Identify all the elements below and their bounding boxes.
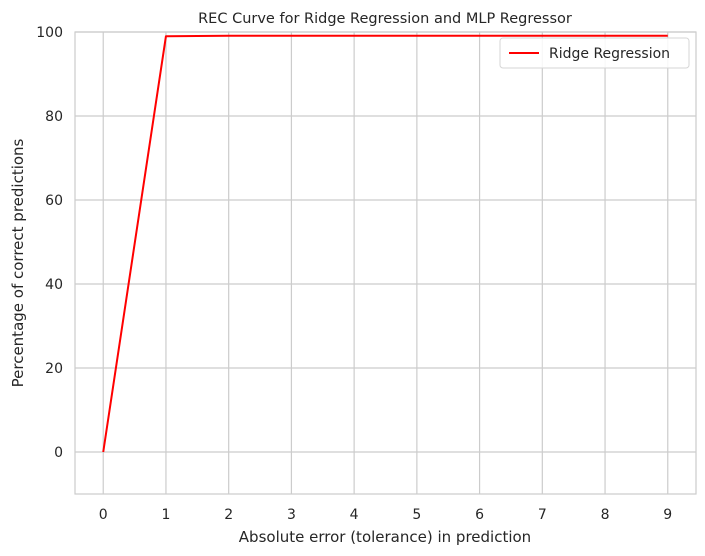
y-tick-label: 80 (45, 109, 63, 125)
x-tick-label: 5 (412, 507, 421, 523)
series-line-0 (102, 34, 668, 453)
y-axis-label: Percentage of correct predictions (9, 138, 27, 387)
x-axis-label: Absolute error (tolerance) in prediction (239, 528, 531, 546)
series-layer (102, 34, 668, 453)
plot-frame (74, 31, 697, 495)
x-tick-label: 3 (287, 507, 296, 523)
y-tick-label: 0 (54, 445, 63, 461)
x-tick-label: 1 (161, 507, 170, 523)
x-tick-label: 9 (663, 507, 672, 523)
legend-label: Ridge Regression (549, 46, 670, 62)
x-tick-label: 7 (538, 507, 547, 523)
legend: Ridge Regression (499, 37, 690, 69)
y-tick-label: 20 (45, 361, 63, 377)
x-tick-label: 4 (350, 507, 359, 523)
y-tick-label: 40 (45, 277, 63, 293)
x-tick-label: 8 (601, 507, 610, 523)
chart-title: REC Curve for Ridge Regression and MLP R… (198, 11, 572, 27)
x-tick-label: 2 (224, 507, 233, 523)
x-tick-labels: 0 1 2 3 4 5 6 7 8 9 (99, 507, 672, 523)
legend-box (499, 37, 690, 69)
y-tick-label: 100 (36, 25, 63, 41)
y-tick-label: 60 (45, 193, 63, 209)
x-tick-label: 6 (475, 507, 484, 523)
grid-lines (75, 31, 696, 494)
y-tick-labels: 0 20 40 60 80 100 (36, 25, 63, 461)
x-tick-label: 0 (99, 507, 108, 523)
